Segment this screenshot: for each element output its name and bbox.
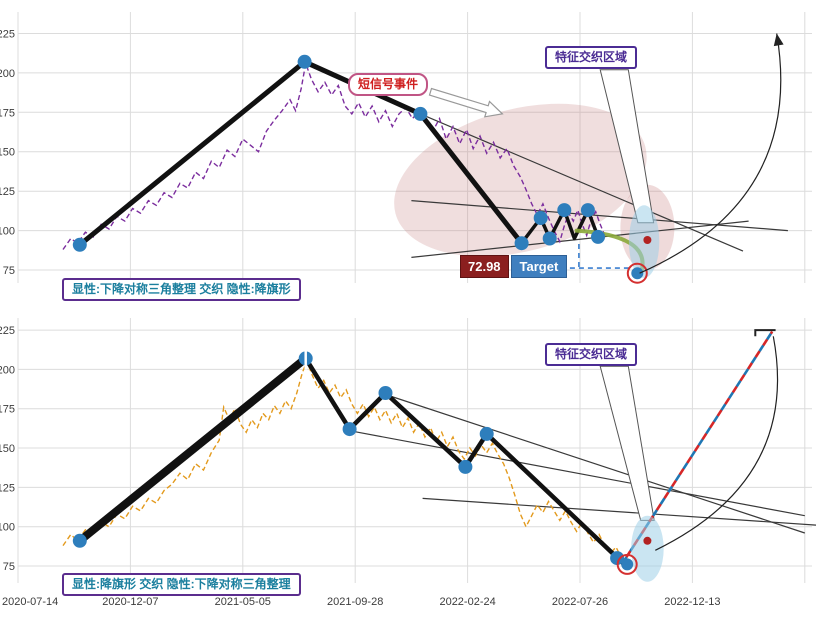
short-signal-annotation: 短信号事件 [348,73,429,96]
x-tick-label: 2022-12-13 [664,596,720,608]
bottom-pattern-label: 显性:降旗形 交织 隐性:下降对称三角整理 [62,573,301,596]
target-label: Target [510,255,568,278]
projection-dash-red [621,330,774,564]
y-tick-label: 225 [0,29,15,41]
zigzag-pattern [75,354,625,566]
signal-red-dot [643,536,652,545]
y-tick-label: 75 [3,265,15,277]
arrow-head [773,33,784,47]
x-tick-label: 2020-07-14 [2,596,58,608]
y-tick-label: 125 [0,186,15,198]
target-annotation: 72.98 Target [460,255,568,278]
y-tick-label: 150 [0,443,15,455]
y-tick-label: 225 [0,325,15,337]
x-tick-label: 2020-12-07 [102,596,158,608]
x-tick-label: 2021-09-28 [327,596,383,608]
y-tick-label: 200 [0,364,15,376]
y-tick-label: 175 [0,404,15,416]
feature-zone-label-bottom: 特征交织区域 [545,343,638,366]
top-chart-panel: 75 100 125 150 175 200 225 [0,12,812,284]
projection-top-bracket [754,329,776,337]
y-tick-label: 150 [0,147,15,159]
x-tick-label: 2022-02-24 [439,596,495,608]
trend-curve-arrow [639,33,782,274]
top-pattern-label: 显性:下降对称三角整理 交织 隐性:降旗形 [62,278,301,301]
y-tick-label: 75 [3,561,15,573]
grid: 75 100 125 150 175 200 225 [0,12,812,283]
x-tick-label: 2021-05-05 [215,596,271,608]
target-ring [626,262,648,284]
y-tick-label: 100 [0,522,15,534]
target-value: 72.98 [460,255,509,278]
feature-zone-ellipse [631,515,664,582]
y-tick-label: 175 [0,107,15,119]
trendlines [411,113,788,258]
trendlines [349,393,817,534]
bottom-chart-panel: 75 100 125 150 175 200 225 2020-07-14 2020-12-07… [0,318,817,608]
trend-curve-arrow [655,336,779,551]
target-dot [631,267,644,280]
feature-zone-pointer [599,365,655,521]
price-series-orange [62,359,628,565]
price-series-purple [62,60,606,250]
y-tick-label: 100 [0,226,15,238]
y-tick-label: 200 [0,68,15,80]
pivot-dots [72,351,625,566]
pivot-dots [72,54,605,252]
target-ring [616,553,638,575]
signal-arrow [428,87,504,118]
x-tick-label: 2022-07-26 [552,596,608,608]
grid: 75 100 125 150 175 200 225 2020-07-14 2020-12-07… [0,318,812,608]
y-tick-label: 125 [0,482,15,494]
target-dot [621,558,634,571]
signal-red-dot [643,236,652,244]
feature-zone-label-top: 特征交织区域 [545,46,638,69]
